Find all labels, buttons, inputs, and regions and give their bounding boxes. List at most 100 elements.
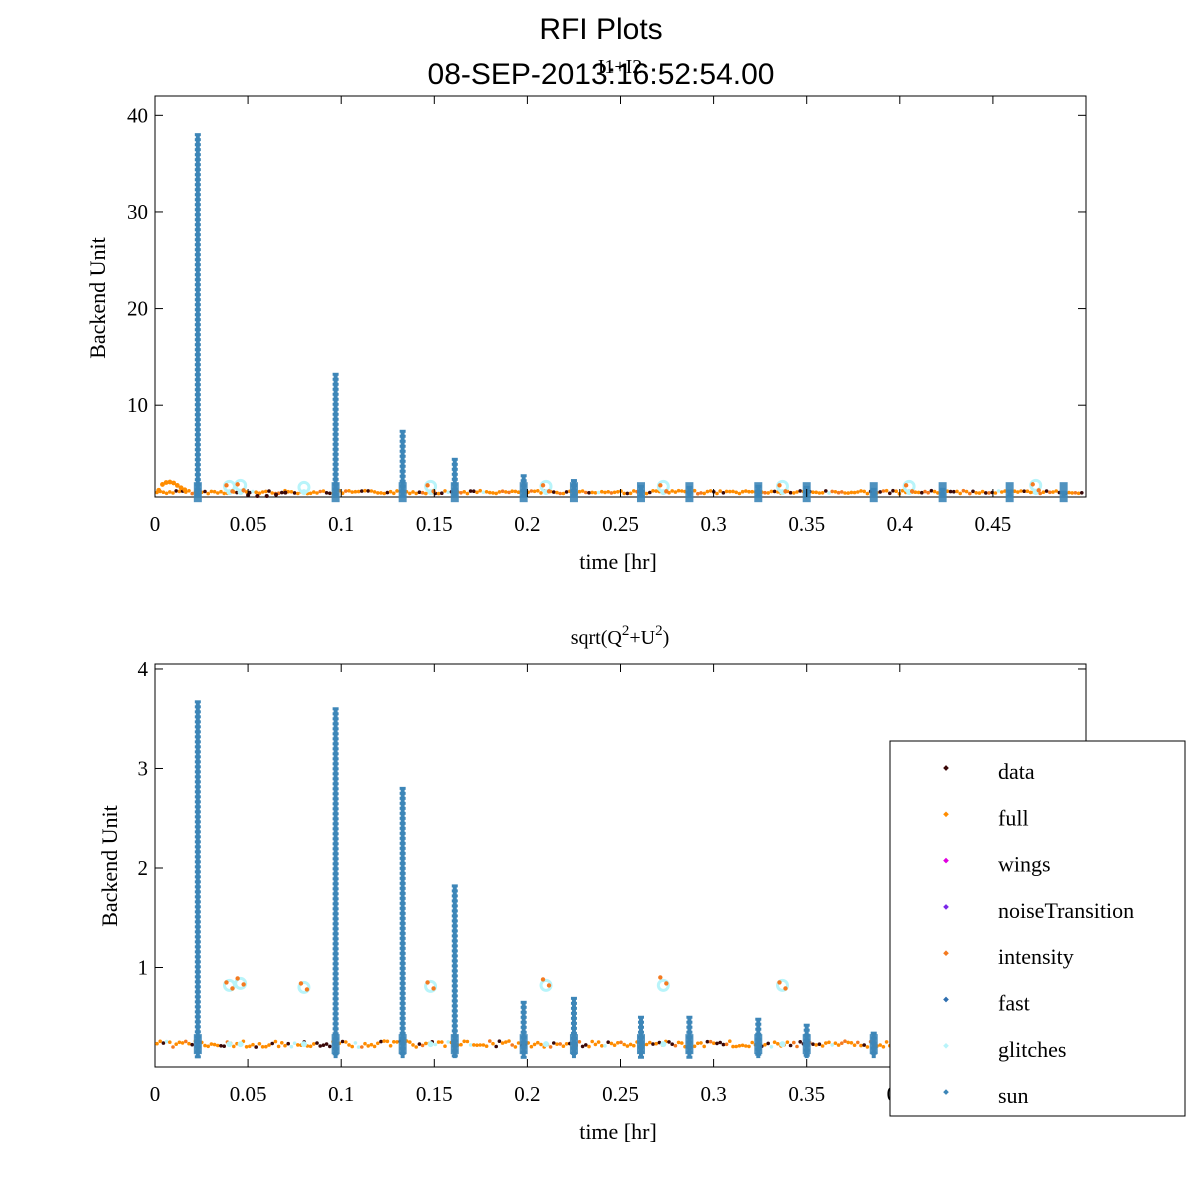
top-baseline-point [702,491,706,496]
top-baseline-point [734,490,738,495]
top-baseline-point [708,489,713,493]
bottom-baseline-point [731,1044,735,1049]
bottom-baseline-point [174,1042,178,1046]
bottom-baseline-point [827,1040,831,1045]
bottom-baseline-point [849,1041,854,1045]
bottom-sun-spike-point [332,822,339,826]
bottom-baseline-point [248,1044,252,1049]
bottom-sun-spike-point [332,1017,339,1021]
bottom-baseline-point [721,1042,726,1047]
bottom-baseline-point [318,1044,323,1048]
bottom-baseline-point [737,1044,742,1048]
top-sun-spike-point [332,417,339,421]
bottom-glitch-point [424,979,438,993]
bottom-sun-spike-point [399,791,406,795]
bottom-baseline-point [654,1041,658,1046]
top-baseline-point [955,489,959,494]
bottom-sun-spike [331,707,340,1059]
bottom-baseline-point [440,1040,444,1044]
legend-label: full [998,805,1029,830]
bottom-baseline-point [785,1040,790,1044]
bottom-sun-spike-point [332,737,339,741]
bottom-baseline-point [766,1041,770,1046]
top-intensity-point [658,483,663,488]
bottom-sun-spike-point [332,967,339,971]
bottom-sun-spike-point [332,817,339,821]
top-sun-spike-point [194,388,201,392]
bottom-sun-spike-point [451,904,458,908]
top-baseline-point [699,491,703,495]
bottom-x-tick-label: 0.25 [602,1082,639,1106]
top-baseline-point [929,488,934,493]
top-sun-spike-point [332,462,339,466]
bottom-sun-spike-point [194,775,201,779]
top-baseline-point [718,489,722,493]
bottom-baseline-point [190,1042,194,1047]
top-baseline-point [993,491,998,495]
top-sun-spike-point [332,427,339,431]
bottom-sun-spike-point [803,1028,810,1032]
top-baseline-point [1054,489,1058,493]
bottom-series-glitches [222,976,789,1048]
top-sun-spike-point [194,143,201,147]
bottom-baseline-point [510,1043,514,1047]
bottom-sun-spike-point [520,1010,527,1014]
top-sun-spike-point [332,387,339,391]
bottom-sun-spike-point [194,825,201,829]
bottom-sun-spike-point [399,1001,406,1005]
top-baseline-point [961,488,966,493]
top-sun-spike-point [520,479,527,483]
bottom-sun-spike-point [399,966,406,970]
top-sun-spike [685,482,694,503]
top-sun-spike-point [194,303,201,307]
legend-label: noiseTransition [998,898,1134,923]
bottom-baseline-point [484,1044,489,1048]
top-baseline-point [705,489,710,494]
top-sun-spike-point [332,447,339,451]
bottom-sun-spike-point [194,895,201,899]
bottom-baseline-point [881,1045,886,1049]
bottom-sun-spike-point [451,984,458,988]
bottom-baseline-point [846,1040,850,1045]
top-baseline-point [740,489,745,494]
bottom-sun-spike-point [451,939,458,943]
top-sun-spike-point [194,408,201,412]
legend-marker [943,857,949,864]
bottom-panel: sqrt(Q2+U2) 00.050.10.150.20.250.30.350.… [97,623,1087,1144]
bottom-baseline-point [763,1043,767,1047]
bottom-sun-spike-base [450,1034,459,1055]
bottom-sun-spike-point [194,705,201,709]
top-sun-spike-point [194,468,201,472]
bottom-sun-spike-point [194,770,201,774]
bottom-baseline-point [408,1040,412,1044]
bottom-baseline-point [628,1042,633,1047]
bottom-sun-spike-point [194,965,201,969]
bottom-baseline-point [232,1044,236,1049]
top-baseline-point [1000,490,1004,494]
bottom-sun-spike-point [399,816,406,820]
bottom-sun-spike-point [520,1000,527,1004]
bottom-sun-spike-point [194,710,201,714]
top-baseline-point [443,489,447,493]
bottom-sun-spike-point [399,986,406,990]
bottom-sun-spike-point [399,931,406,935]
bottom-sun-spike [754,1017,763,1059]
bottom-baseline-point [734,1044,738,1049]
top-sun-spike-point [194,238,201,242]
bottom-sun-spike-point [332,857,339,861]
top-sun-spike-point [194,258,201,262]
top-baseline-point [584,490,588,495]
top-sun-spike-point [194,333,201,337]
top-baseline-point [504,490,508,494]
bottom-baseline-point [865,1045,870,1049]
top-baseline-point [1067,490,1071,495]
bottom-sun-spike-point [194,700,201,704]
top-sun-spike-point [332,437,339,441]
bottom-sun-spike-point [451,1029,458,1033]
bottom-intensity-point [304,987,310,992]
bottom-sun-spike-point [451,934,458,938]
bottom-baseline-point [462,1039,467,1044]
top-early-bump-point [167,479,173,485]
bottom-sun-spike-point [399,796,406,800]
bottom-baseline-point [676,1040,681,1045]
